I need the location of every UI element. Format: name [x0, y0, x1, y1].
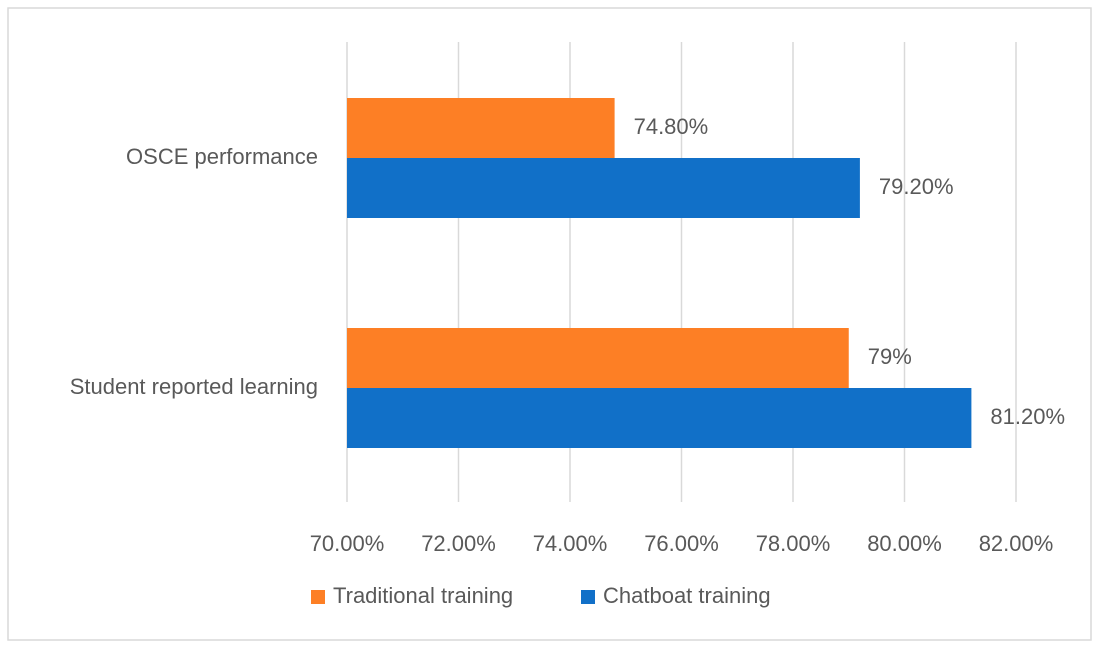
legend-label-chatboat: Chatboat training — [603, 583, 771, 608]
data-label: 79% — [868, 344, 912, 369]
x-tick-label: 76.00% — [644, 531, 719, 556]
legend: Traditional training Chatboat training — [311, 583, 771, 608]
category-labels: OSCE performance Student reported learnin… — [70, 144, 318, 399]
data-label: 74.80% — [634, 114, 709, 139]
x-tick-label: 74.00% — [533, 531, 608, 556]
x-axis-ticks: 70.00% 72.00% 74.00% 76.00% 78.00% 80.00% 82.0… — [310, 531, 1054, 556]
bars — [347, 98, 972, 448]
legend-label-traditional: Traditional training — [333, 583, 513, 608]
bar-traditional-0 — [347, 98, 615, 158]
legend-swatch-chatboat — [581, 590, 595, 604]
bar-chatboat-0 — [347, 158, 860, 218]
data-label: 79.20% — [879, 174, 954, 199]
x-tick-label: 70.00% — [310, 531, 385, 556]
legend-swatch-traditional — [311, 590, 325, 604]
x-tick-label: 78.00% — [756, 531, 831, 556]
data-label: 81.20% — [990, 404, 1065, 429]
category-label: Student reported learning — [70, 374, 318, 399]
x-tick-label: 80.00% — [867, 531, 942, 556]
bar-chatboat-1 — [347, 388, 972, 448]
x-tick-label: 82.00% — [979, 531, 1054, 556]
bar-traditional-1 — [347, 328, 849, 388]
data-labels: 74.80% 79.20% 79% 81.20% — [634, 114, 1065, 429]
x-tick-label: 72.00% — [421, 531, 496, 556]
category-label: OSCE performance — [126, 144, 318, 169]
